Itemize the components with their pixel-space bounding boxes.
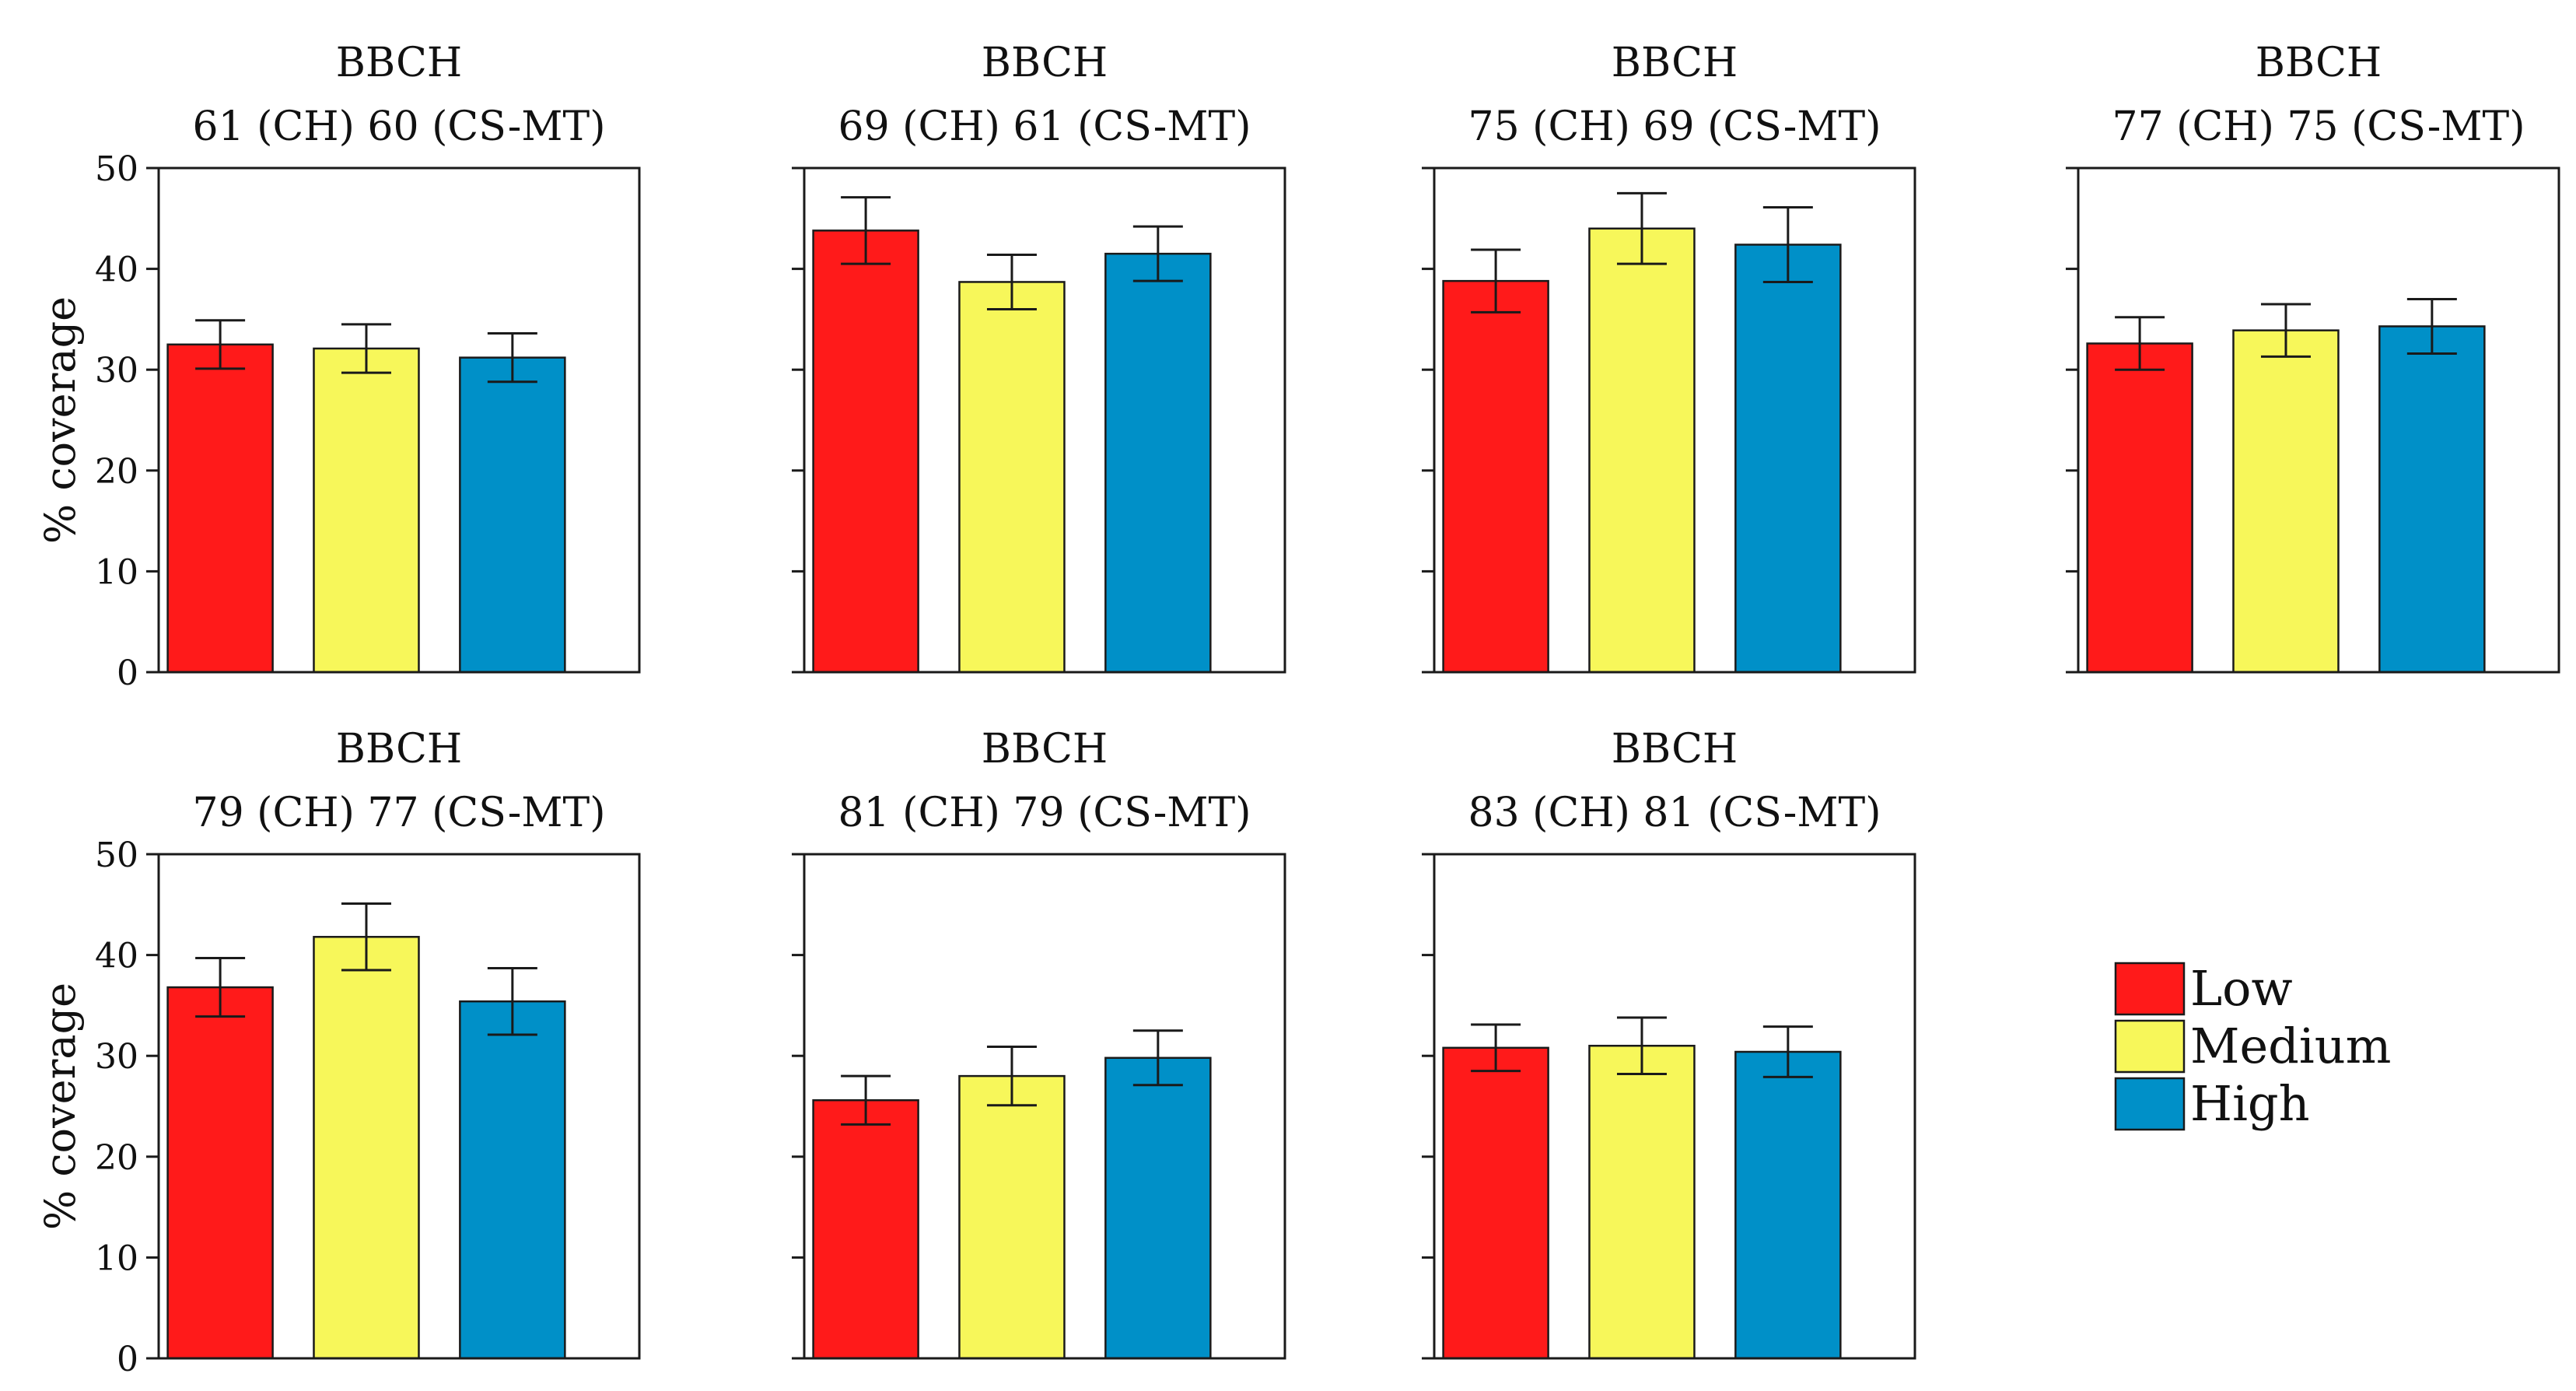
panel-title-line1: BBCH — [982, 40, 1108, 86]
bar-low — [166, 343, 274, 674]
panel-title-line2: 69 (CH) 61 (CS-MT) — [838, 103, 1251, 150]
chart-panel: BBCH 83 (CH) 81 (CS-MT) — [1422, 726, 1916, 1360]
y-tick-label: 50 — [95, 149, 138, 189]
bar-high — [1104, 252, 1212, 674]
y-axis-label: % coverage — [36, 296, 85, 544]
y-tick-label: 20 — [95, 1138, 138, 1178]
legend-item: High — [2114, 1075, 2310, 1132]
panel-title-line1: BBCH — [982, 726, 1108, 773]
y-tick-label: 50 — [95, 836, 138, 875]
bar-low — [1442, 279, 1549, 674]
bar-high — [2378, 325, 2486, 674]
chart-panel: BBCH 77 (CH) 75 (CS-MT) — [2066, 40, 2560, 674]
bar-low — [1442, 1046, 1549, 1360]
panel-title-line1: BBCH — [2256, 40, 2382, 86]
chart-panels: BBCH 61 (CH) 60 (CS-MT) 0 10 20 30 40 50 % cover… — [36, 40, 2560, 1379]
chart-panel: BBCH 79 (CH) 77 (CS-MT) 0 10 20 30 40 50 % cover… — [36, 726, 641, 1379]
error-bar — [841, 196, 891, 265]
panel-title-line2: 79 (CH) 77 (CS-MT) — [192, 790, 605, 836]
plot-frame — [803, 853, 1286, 1360]
panel-title-line1: BBCH — [1612, 726, 1738, 773]
plot-frame — [157, 166, 641, 674]
y-tick-label: 30 — [95, 351, 138, 391]
error-bar — [1132, 225, 1183, 282]
legend-item: Medium — [2114, 1018, 2391, 1074]
legend-label: High — [2190, 1075, 2310, 1132]
y-tick-label: 40 — [95, 251, 138, 290]
plot-frame — [157, 853, 641, 1360]
y-tick-label: 10 — [95, 1239, 138, 1278]
y-axis-label: % coverage — [36, 983, 85, 1230]
bar-low — [2086, 342, 2193, 674]
panel-title-line2: 77 (CH) 75 (CS-MT) — [2112, 103, 2525, 150]
bar-high — [459, 1000, 566, 1360]
error-bar — [1762, 1025, 1813, 1078]
panel-title-line1: BBCH — [336, 40, 463, 86]
bar-high — [459, 356, 566, 674]
error-bar — [195, 956, 246, 1018]
y-tick-label: 40 — [95, 937, 138, 976]
panel-title-line1: BBCH — [336, 726, 463, 773]
error-bar — [1616, 191, 1667, 265]
bar-low — [166, 986, 274, 1360]
legend-swatch — [2114, 1077, 2186, 1131]
bar-low — [812, 1098, 919, 1360]
panel-title-line2: 75 (CH) 69 (CS-MT) — [1468, 103, 1881, 150]
y-tick-label: 30 — [95, 1037, 138, 1077]
panel-title-line2: 61 (CH) 60 (CS-MT) — [192, 103, 605, 150]
error-bar — [986, 1046, 1037, 1107]
bar-medium — [958, 1074, 1066, 1360]
y-tick-label: 10 — [95, 552, 138, 592]
plot-frame — [2077, 166, 2560, 674]
error-bar — [2115, 316, 2165, 371]
panel-title-line2: 81 (CH) 79 (CS-MT) — [838, 790, 1251, 836]
chart-panel: BBCH 81 (CH) 79 (CS-MT) — [792, 726, 1286, 1360]
bar-medium — [313, 347, 420, 674]
y-tick-label: 0 — [117, 653, 138, 693]
error-bar — [841, 1074, 891, 1126]
bar-medium — [2232, 329, 2340, 674]
chart-panel: BBCH 61 (CH) 60 (CS-MT) 0 10 20 30 40 50 % cover… — [36, 40, 641, 693]
legend-label: Low — [2190, 960, 2293, 1017]
error-bar — [1471, 248, 1521, 314]
chart-panel: BBCH 69 (CH) 61 (CS-MT) — [792, 40, 1286, 674]
bar-medium — [1588, 1044, 1696, 1360]
plot-frame — [1433, 853, 1916, 1360]
bar-high — [1734, 244, 1842, 674]
legend-swatch — [2114, 962, 2186, 1016]
panel-title-line2: 83 (CH) 81 (CS-MT) — [1468, 790, 1881, 836]
error-bar — [2260, 303, 2311, 358]
chart-panel: BBCH 75 (CH) 69 (CS-MT) — [1422, 40, 1916, 674]
error-bar — [986, 253, 1037, 310]
bar-medium — [313, 936, 420, 1360]
error-bar — [1132, 1029, 1183, 1087]
error-bar — [1616, 1016, 1667, 1076]
panel-title-line1: BBCH — [1612, 40, 1738, 86]
error-bar — [1471, 1023, 1521, 1073]
bar-high — [1734, 1050, 1842, 1360]
plot-frame — [803, 166, 1286, 674]
error-bar — [487, 966, 537, 1036]
legend-label: Medium — [2190, 1018, 2391, 1074]
error-bar — [487, 332, 537, 384]
bar-low — [812, 229, 919, 674]
bar-high — [1104, 1056, 1212, 1360]
legend-item: Low — [2114, 960, 2293, 1017]
legend-swatch — [2114, 1019, 2186, 1074]
error-bar — [195, 319, 246, 370]
y-tick-label: 0 — [117, 1340, 138, 1379]
bar-medium — [958, 281, 1066, 674]
error-bar — [341, 323, 391, 374]
error-bar — [2406, 297, 2457, 355]
error-bar — [341, 902, 391, 972]
bar-medium — [1588, 227, 1696, 674]
plot-frame — [1433, 166, 1916, 674]
y-tick-label: 20 — [95, 452, 138, 492]
error-bar — [1762, 206, 1813, 283]
